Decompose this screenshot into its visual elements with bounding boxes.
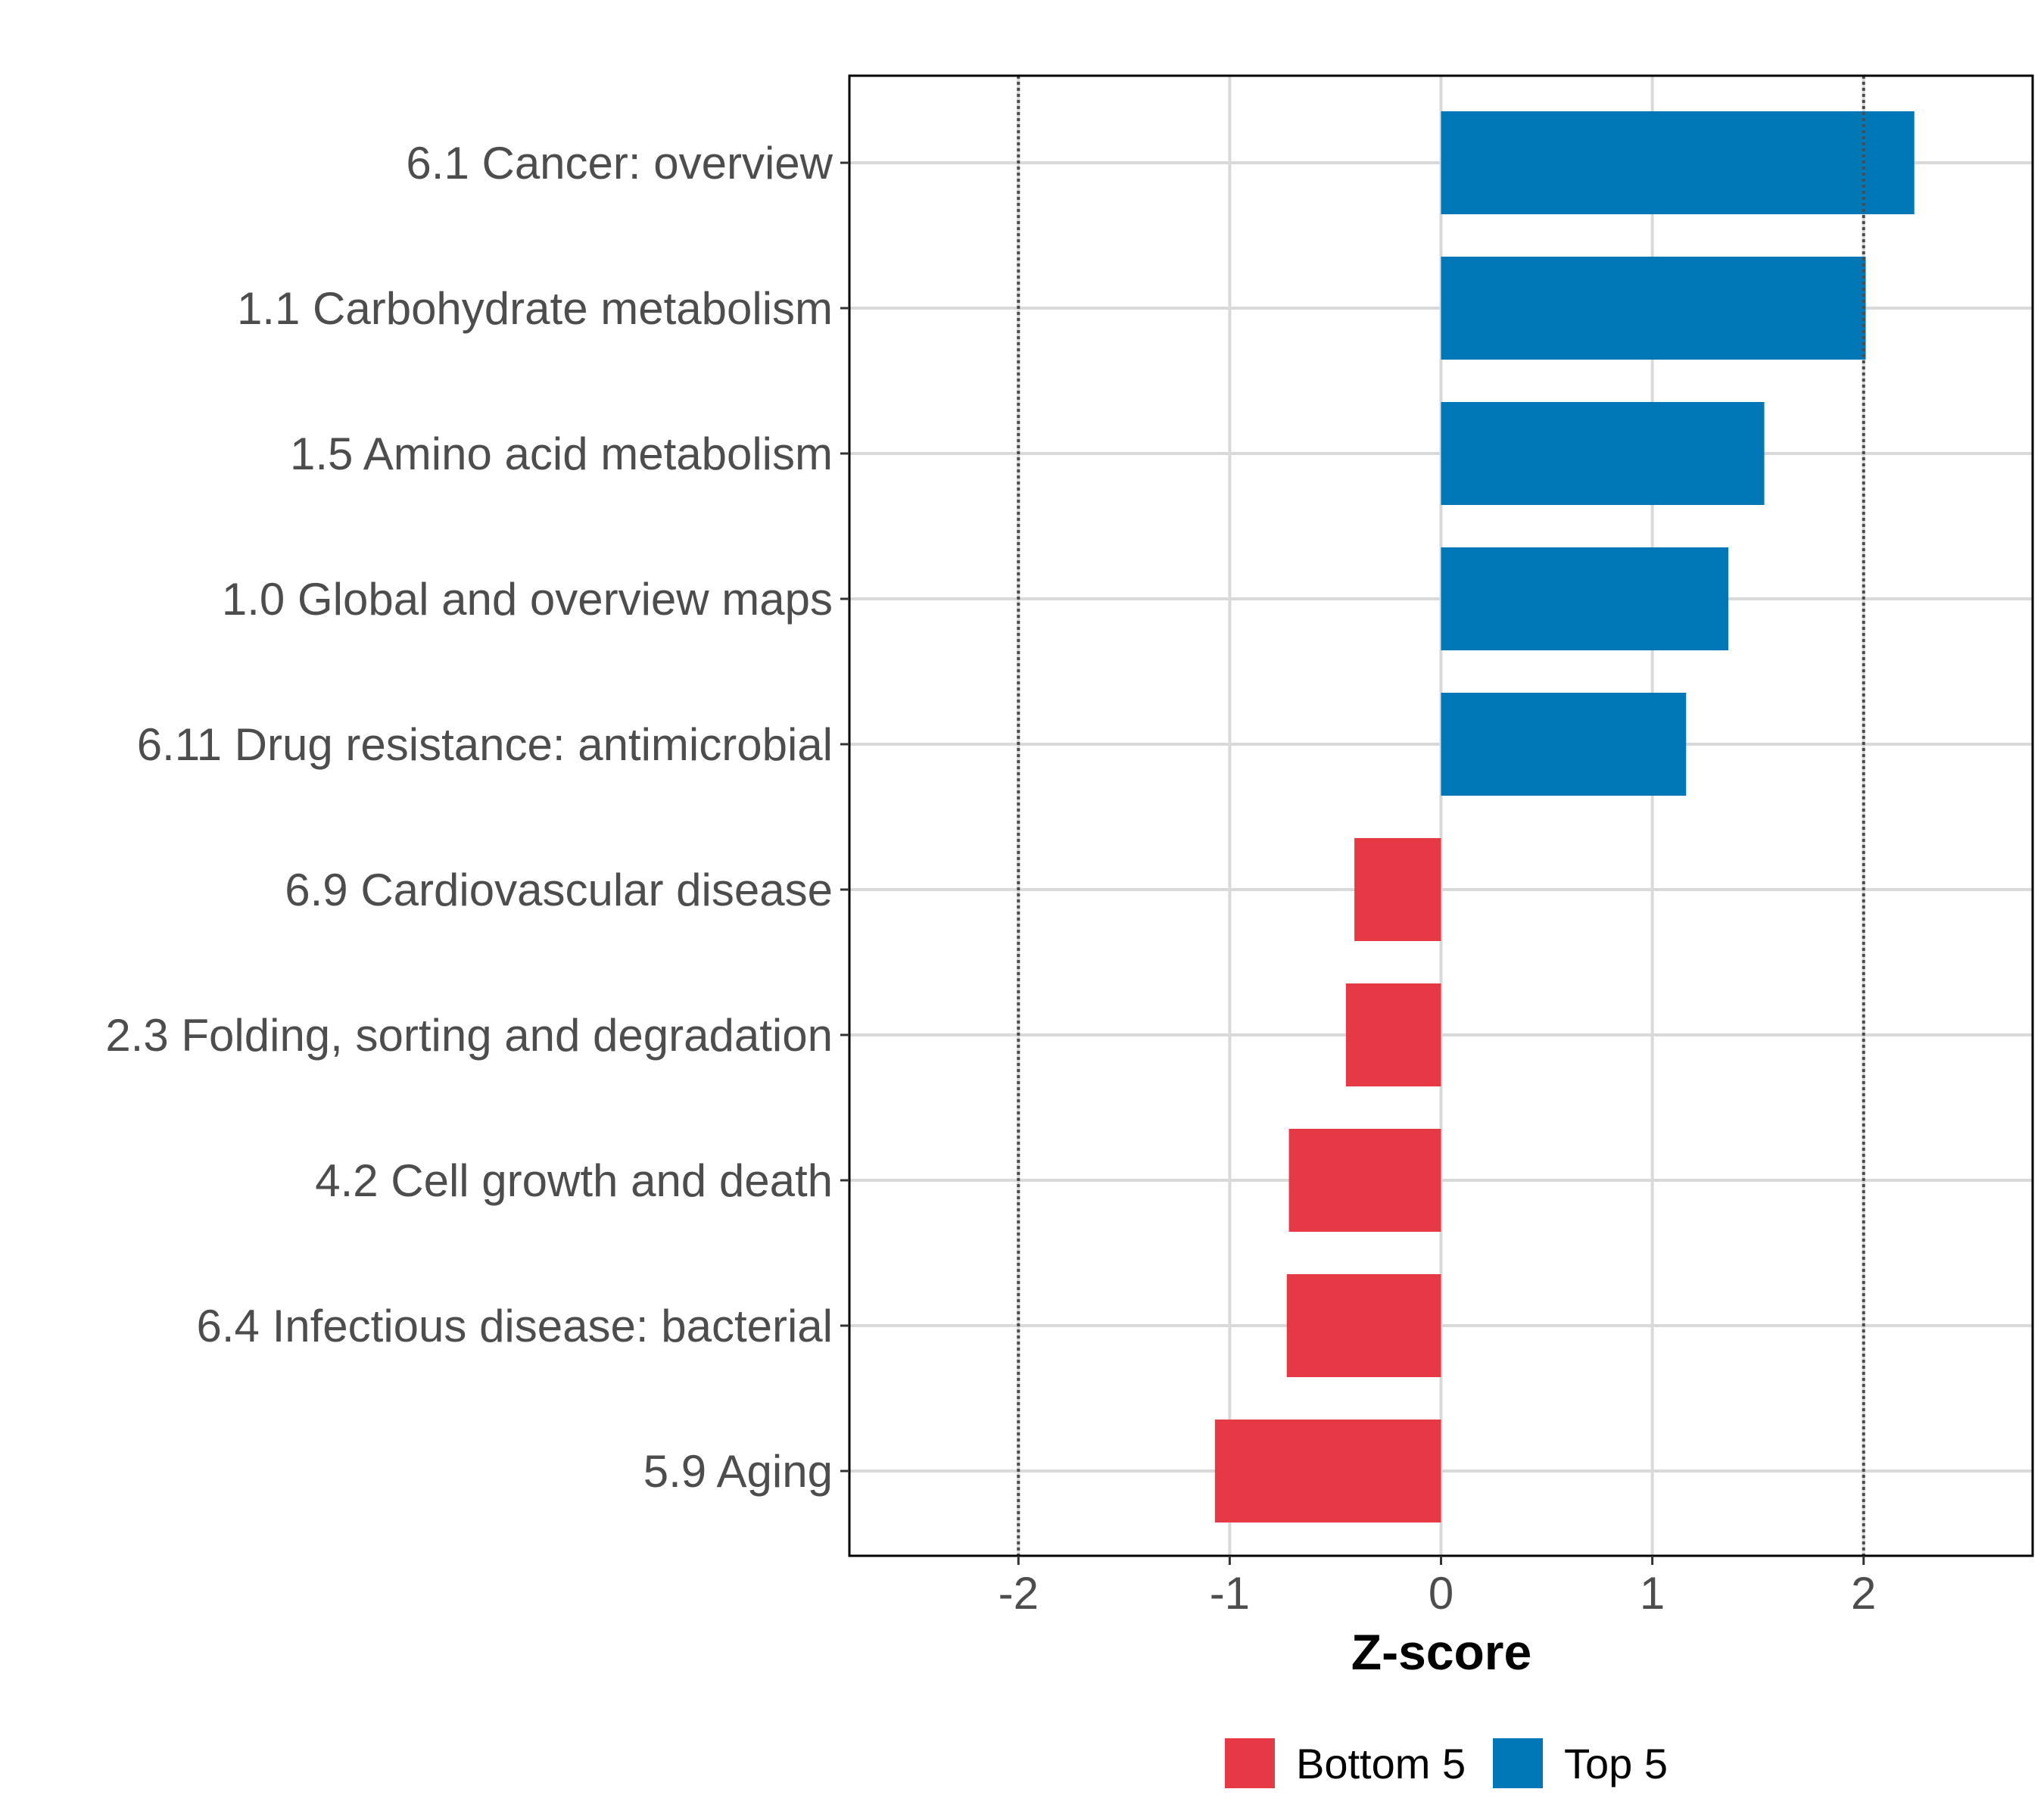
- legend: Bottom 5 Top 5: [1225, 1738, 1668, 1788]
- legend-swatch: [1493, 1738, 1543, 1788]
- category-label: 6.1 Cancer: overview: [406, 138, 833, 189]
- bar: [1214, 1420, 1441, 1522]
- x-tick-label: -2: [999, 1568, 1039, 1619]
- legend-swatch: [1225, 1738, 1275, 1788]
- category-label: 6.9 Cardiovascular disease: [285, 865, 833, 915]
- category-label: 4.2 Cell growth and death: [315, 1155, 833, 1206]
- bar: [1441, 257, 1866, 360]
- category-label: 2.3 Folding, sorting and degradation: [105, 1010, 833, 1061]
- category-label: 6.4 Infectious disease: bacterial: [197, 1301, 833, 1351]
- bar: [1441, 402, 1765, 505]
- x-tick-label: 0: [1429, 1568, 1454, 1619]
- category-label: 6.11 Drug resistance: antimicrobial: [137, 719, 833, 770]
- bars: [1214, 111, 1915, 1522]
- x-tick-label: 1: [1640, 1568, 1665, 1619]
- y-axis-ticks: 6.1 Cancer: overview 1.1 Carbohydrate met…: [105, 138, 849, 1497]
- category-label: 1.5 Amino acid metabolism: [290, 429, 833, 479]
- category-label: 1.0 Global and overview maps: [222, 574, 833, 625]
- x-tick-label: 2: [1851, 1568, 1876, 1619]
- x-axis-ticks: -2 -1 0 1 2: [999, 1556, 1876, 1619]
- bar: [1441, 693, 1687, 796]
- legend-label: Top 5: [1564, 1740, 1668, 1787]
- bar: [1288, 1129, 1441, 1232]
- bar: [1354, 838, 1441, 941]
- bar: [1286, 1274, 1441, 1377]
- bar: [1441, 111, 1915, 214]
- x-tick-label: -1: [1210, 1568, 1250, 1619]
- x-axis-title: Z-score: [1351, 1624, 1531, 1680]
- reference-lines: [1017, 76, 1865, 1556]
- category-label: 1.1 Carbohydrate metabolism: [237, 283, 833, 334]
- bar: [1441, 547, 1729, 650]
- bar: [1345, 983, 1441, 1086]
- category-label: 5.9 Aging: [643, 1446, 833, 1497]
- legend-label: Bottom 5: [1296, 1740, 1466, 1787]
